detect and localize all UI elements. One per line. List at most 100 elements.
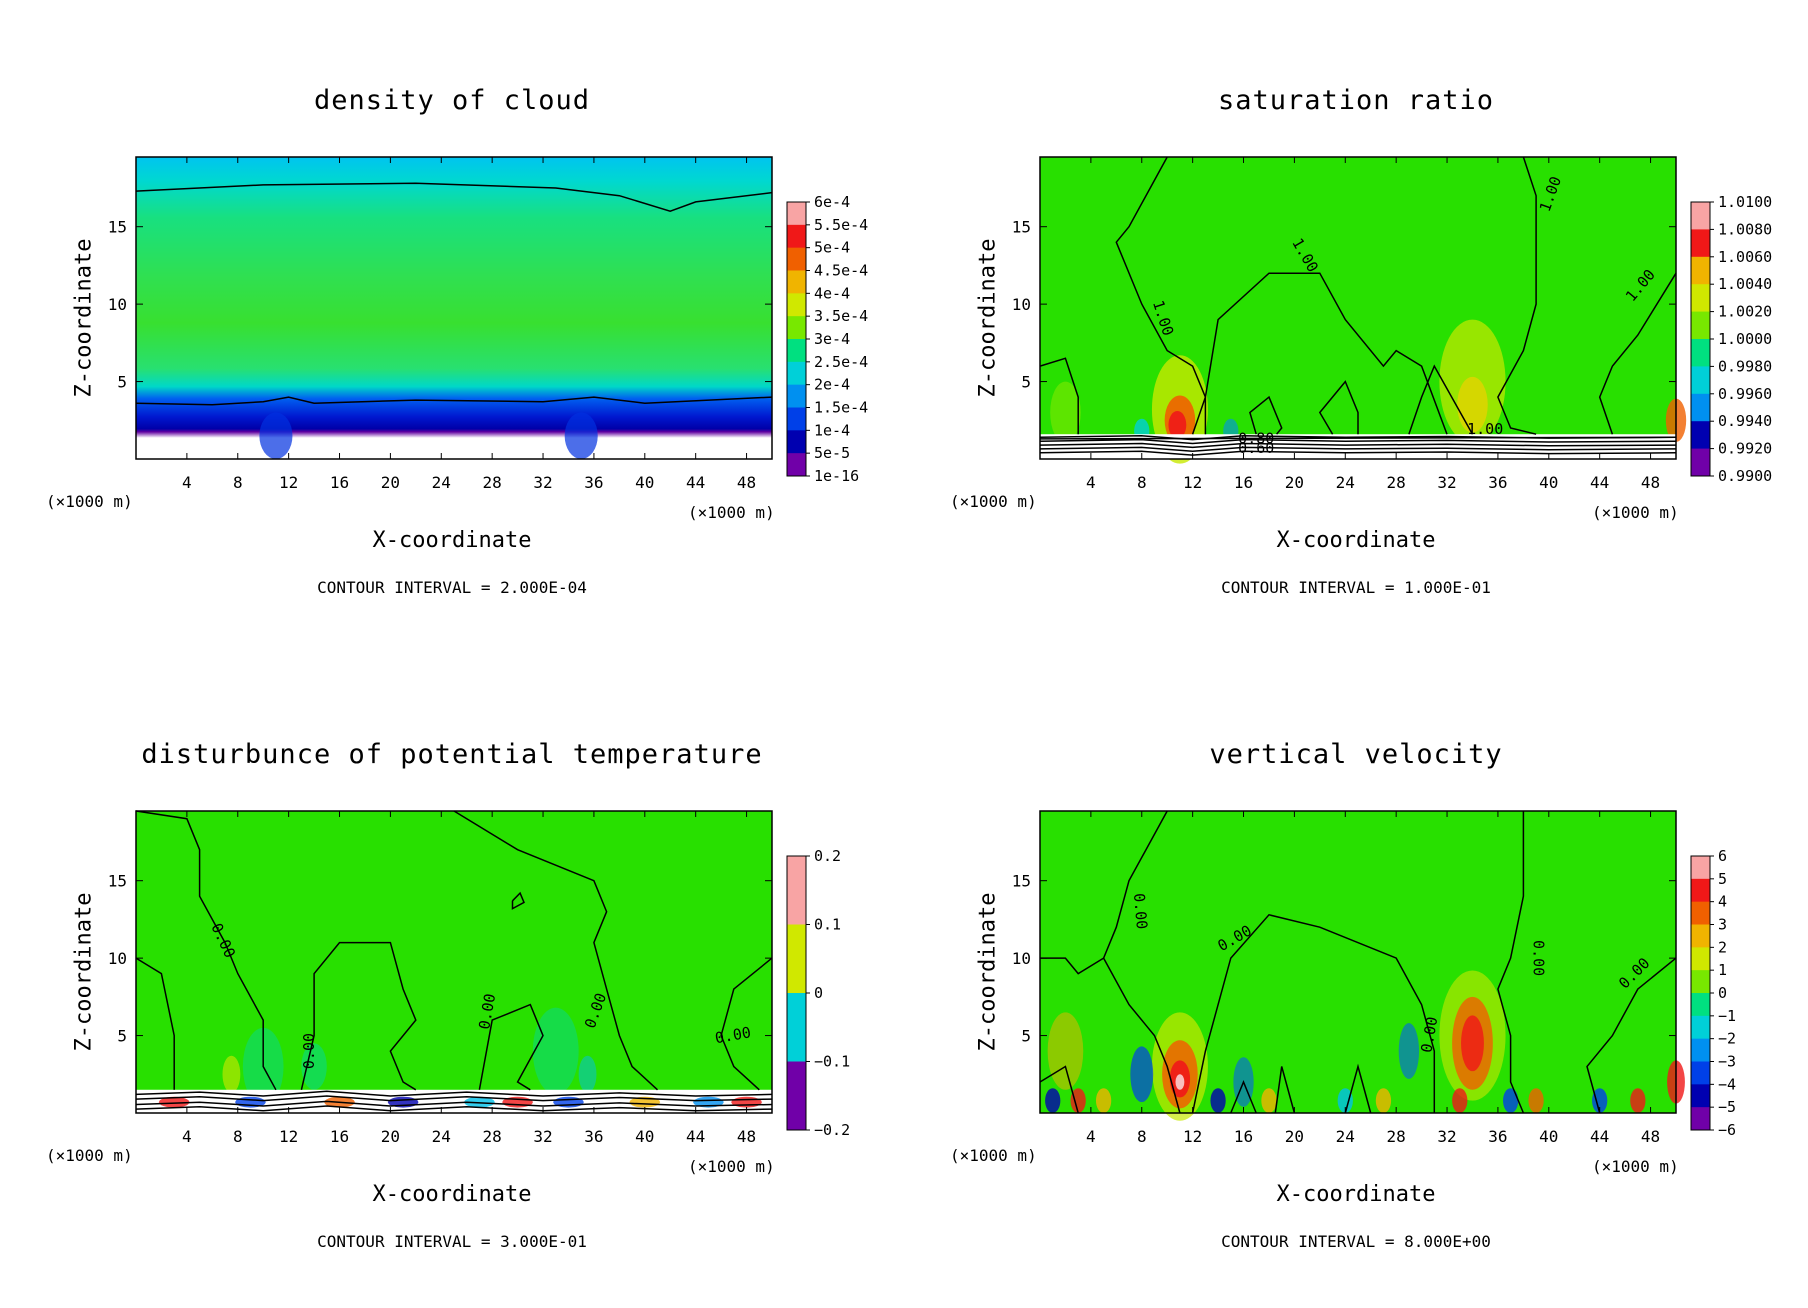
colorbar-label: 0.1 bbox=[814, 916, 841, 934]
contour-label: 0.00 bbox=[1417, 1015, 1441, 1054]
field-blob bbox=[222, 1055, 241, 1093]
plot-frame bbox=[1039, 156, 1677, 460]
x-unit-right: (×1000 m) bbox=[1592, 503, 1679, 522]
contour-label: 0.00 bbox=[1530, 940, 1548, 976]
colorbar-label: −2 bbox=[1718, 1030, 1736, 1048]
x-tick-label: 40 bbox=[1539, 473, 1558, 492]
colorbar-swatch bbox=[787, 384, 806, 408]
chart-panel-density-of-cloud: density of cloud 4 8 12 16 20 24 28 32 36 40 44 48 5… bbox=[0, 0, 904, 654]
field-blob bbox=[564, 412, 598, 459]
contour-line bbox=[478, 1003, 544, 1091]
field-blob bbox=[1210, 1088, 1226, 1113]
y-tick-label: 10 bbox=[108, 295, 127, 314]
colorbar-swatch bbox=[787, 339, 806, 363]
contour-line bbox=[1586, 957, 1677, 1114]
field-background bbox=[136, 811, 772, 1113]
field-blob bbox=[259, 412, 293, 459]
x-tick-label: 48 bbox=[1641, 473, 1660, 492]
colorbar-swatch bbox=[1691, 1038, 1710, 1062]
x-tick-label: 40 bbox=[1539, 1127, 1558, 1146]
colorbar-label: 1.0060 bbox=[1718, 248, 1772, 266]
contour-label: 0.00 bbox=[1130, 892, 1151, 930]
x-axis-label: X-coordinate bbox=[372, 528, 532, 553]
y-tick-label: 5 bbox=[117, 1027, 127, 1046]
x-tick-label: 12 bbox=[1183, 1127, 1202, 1146]
contour-line bbox=[1230, 1080, 1257, 1114]
x-tick-label: 36 bbox=[584, 473, 603, 492]
field-blob bbox=[1457, 376, 1488, 433]
colorbar-swatch bbox=[1691, 1084, 1710, 1108]
colorbar-label: 5 bbox=[1718, 870, 1727, 888]
colorbar-label: −3 bbox=[1718, 1053, 1736, 1071]
x-tick-label: 24 bbox=[432, 1127, 451, 1146]
contour-line bbox=[135, 1090, 773, 1097]
colorbar-swatch bbox=[787, 993, 806, 1062]
x-tick-label: 28 bbox=[483, 1127, 502, 1146]
contour-line bbox=[1497, 156, 1537, 435]
x-tick-label: 32 bbox=[533, 1127, 552, 1146]
contour-line bbox=[300, 941, 417, 1091]
colorbar-swatch bbox=[787, 856, 806, 925]
colorbar-label: 0.2 bbox=[814, 847, 841, 865]
field-blob bbox=[1630, 1088, 1646, 1113]
colorbar-swatch bbox=[1691, 339, 1710, 367]
colorbar-swatch bbox=[787, 407, 806, 431]
contour-label: 1.00 bbox=[1467, 420, 1503, 438]
y-axis-label: Z-coordinate bbox=[975, 238, 1001, 398]
field-blob bbox=[1503, 1088, 1519, 1113]
colorbar-swatch bbox=[1691, 993, 1710, 1017]
colorbar-label: 4 bbox=[1718, 893, 1727, 911]
contour-line bbox=[1102, 957, 1181, 1114]
plot-svg: 1.001.001.001.001.000.800.604 8 12 16 20 24 28… bbox=[1012, 156, 1772, 492]
x-tick-label: 44 bbox=[686, 473, 705, 492]
x-tick-label: 48 bbox=[737, 1127, 756, 1146]
plot-svg: 4 8 12 16 20 24 28 32 36 40 44 48510156e-45.5e-45e-… bbox=[108, 156, 868, 492]
colorbar-swatch bbox=[1691, 924, 1710, 948]
colorbar-label: 1e-4 bbox=[814, 421, 850, 439]
x-tick-label: 16 bbox=[1234, 1127, 1253, 1146]
colorbar-swatch bbox=[787, 924, 806, 994]
colorbar-label: 3 bbox=[1718, 916, 1727, 934]
colorbar-swatch bbox=[787, 453, 806, 477]
contour-line bbox=[1039, 436, 1677, 440]
x-tick-label: 12 bbox=[279, 1127, 298, 1146]
plot-frame bbox=[135, 810, 773, 1114]
contour-line bbox=[1115, 156, 1207, 435]
x-tick-label: 48 bbox=[1641, 1127, 1660, 1146]
x-tick-label: 20 bbox=[1285, 473, 1304, 492]
contour-line bbox=[1318, 380, 1359, 435]
colorbar-swatch bbox=[1691, 856, 1710, 880]
x-tick-label: 44 bbox=[1590, 473, 1609, 492]
heatmap-field: 1.001.001.001.001.000.800.60 bbox=[1039, 156, 1687, 464]
y-tick-label: 5 bbox=[117, 373, 127, 392]
colorbar-label: −5 bbox=[1718, 1098, 1736, 1116]
field-blob bbox=[1398, 1023, 1420, 1079]
field-blob bbox=[158, 1096, 190, 1108]
colorbar-swatch bbox=[1691, 1015, 1710, 1040]
colorbar-swatch bbox=[787, 361, 806, 386]
field-blob bbox=[1095, 1088, 1112, 1113]
colorbar-swatch bbox=[787, 247, 806, 271]
colorbar-label: 2.5e-4 bbox=[814, 353, 868, 371]
colorbar-label: 1.0080 bbox=[1718, 220, 1772, 238]
contour-line bbox=[1598, 272, 1677, 435]
colorbar-label: 5e-5 bbox=[814, 444, 850, 462]
x-tick-label: 24 bbox=[432, 473, 451, 492]
field-blob bbox=[1070, 1088, 1086, 1113]
x-tick-label: 28 bbox=[1387, 1127, 1406, 1146]
x-axis-label: X-coordinate bbox=[372, 1182, 532, 1207]
contour-line bbox=[720, 957, 773, 1091]
contour-line bbox=[1191, 272, 1448, 435]
colorbar-swatch bbox=[787, 316, 806, 340]
x-unit-right: (×1000 m) bbox=[1592, 1157, 1679, 1176]
x-tick-label: 36 bbox=[1488, 473, 1507, 492]
plot-frame bbox=[1039, 810, 1677, 1114]
field-blob bbox=[1130, 1046, 1154, 1103]
colorbar-label: 0.9960 bbox=[1718, 385, 1772, 403]
field-blob bbox=[1452, 1088, 1468, 1113]
colorbar-label: 1.0000 bbox=[1718, 330, 1772, 348]
contour-line bbox=[135, 1105, 773, 1112]
chart-title: vertical velocity bbox=[1209, 739, 1503, 770]
